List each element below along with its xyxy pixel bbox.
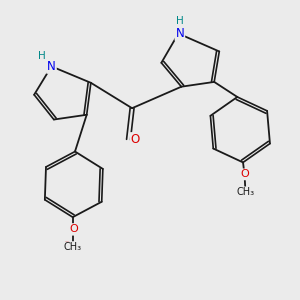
Text: O: O — [130, 133, 140, 146]
Text: N: N — [176, 27, 184, 40]
Text: O: O — [241, 169, 250, 179]
Text: CH₃: CH₃ — [236, 187, 254, 197]
Text: N: N — [47, 60, 56, 73]
Text: H: H — [176, 16, 184, 26]
Text: O: O — [62, 241, 70, 250]
Text: O: O — [69, 224, 78, 234]
Text: O: O — [68, 225, 77, 235]
Text: H: H — [38, 51, 46, 61]
Text: CH₃: CH₃ — [64, 242, 82, 252]
